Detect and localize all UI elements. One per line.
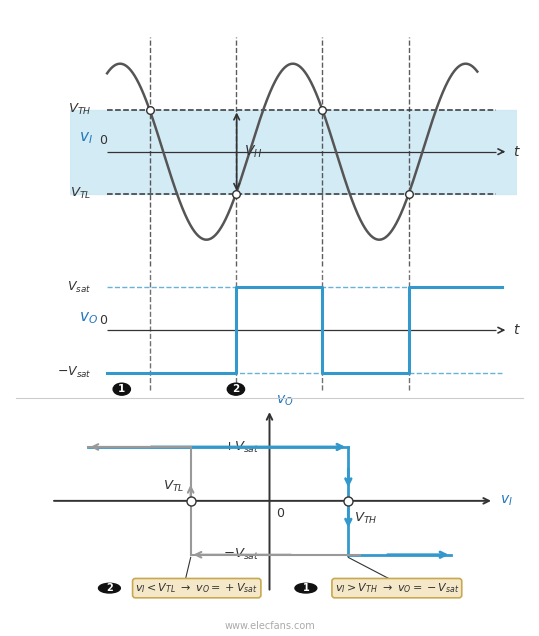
Text: $v_O$: $v_O$: [275, 393, 293, 408]
Text: $0$: $0$: [100, 134, 108, 147]
Circle shape: [99, 583, 120, 593]
Circle shape: [295, 583, 317, 593]
Bar: [70, 109, 517, 194]
Text: $0$: $0$: [275, 508, 285, 520]
Text: www.elecfans.com: www.elecfans.com: [224, 621, 315, 631]
Text: $-V_{sat}$: $-V_{sat}$: [57, 366, 92, 380]
Text: $V_{sat}$: $V_{sat}$: [67, 280, 92, 295]
Text: $t$: $t$: [513, 145, 521, 159]
Text: $0$: $0$: [100, 314, 108, 327]
Text: $v_O$: $v_O$: [79, 310, 98, 326]
Text: 1: 1: [118, 384, 126, 394]
Text: $+V_{sat}$: $+V_{sat}$: [223, 439, 260, 455]
Text: 2: 2: [106, 583, 113, 593]
Text: $V_{TH}$: $V_{TH}$: [355, 511, 378, 525]
Text: $-V_{sat}$: $-V_{sat}$: [223, 547, 260, 562]
Text: $V_{TL}$: $V_{TL}$: [71, 186, 92, 202]
Text: 1: 1: [302, 583, 309, 593]
Text: $V_{TH}$: $V_{TH}$: [68, 102, 92, 117]
Text: $t$: $t$: [513, 323, 521, 337]
Text: $v_I$: $v_I$: [500, 494, 513, 508]
Text: $v_I > V_{TH}\ \rightarrow\ v_O = -V_{sat}$: $v_I > V_{TH}\ \rightarrow\ v_O = -V_{sa…: [335, 581, 459, 595]
Text: 2: 2: [232, 384, 239, 394]
Text: $v_I < V_{TL}\ \rightarrow\ v_O = +V_{sat}$: $v_I < V_{TL}\ \rightarrow\ v_O = +V_{sa…: [135, 581, 258, 595]
Text: $V_H$: $V_H$: [244, 144, 262, 160]
Circle shape: [113, 384, 130, 395]
Text: $V_{TL}$: $V_{TL}$: [163, 480, 184, 494]
Text: $v_I$: $v_I$: [79, 130, 93, 146]
Circle shape: [227, 384, 245, 395]
